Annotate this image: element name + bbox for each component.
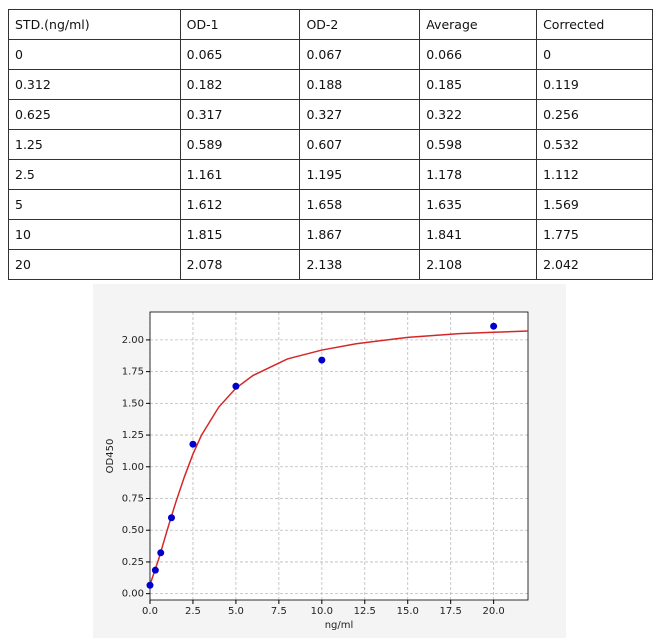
data-table: STD.(ng/ml) OD-1 OD-2 Average Corrected 0 0.06… — [8, 9, 653, 280]
x-tick-label: 7.5 — [271, 606, 287, 617]
table-cell: 2.108 — [419, 249, 538, 280]
x-tick-label: 0.0 — [142, 606, 158, 617]
table-cell: 2.078 — [179, 249, 301, 280]
table-cell: 1.775 — [536, 219, 653, 250]
data-point — [146, 581, 154, 589]
x-tick-label: 15.0 — [397, 606, 419, 617]
y-tick-label: 1.25 — [122, 430, 144, 441]
table-cell: 1.25 — [8, 129, 181, 160]
table-row: 5 1.612 1.658 1.635 1.569 — [8, 189, 653, 220]
y-tick-label: 2.00 — [122, 335, 144, 346]
table-cell: 0.322 — [419, 99, 538, 130]
table-cell: 0.589 — [179, 129, 301, 160]
table-cell: OD-1 — [179, 9, 301, 40]
table-cell: 1.195 — [299, 159, 421, 190]
table-cell: 1.178 — [419, 159, 538, 190]
data-point — [151, 566, 159, 574]
y-tick-label: 0.50 — [122, 525, 144, 536]
table-row: 10 1.815 1.867 1.841 1.775 — [8, 219, 653, 250]
table-row: 20 2.078 2.138 2.108 2.042 — [8, 249, 653, 280]
table-cell: 10 — [8, 219, 181, 250]
plot-area — [150, 312, 528, 600]
x-tick-label: 10.0 — [311, 606, 333, 617]
table-row: 0 0.065 0.067 0.066 0 — [8, 39, 653, 70]
plot-frame — [149, 311, 529, 601]
y-tick-label: 0.25 — [122, 557, 144, 568]
table-cell: 1.569 — [536, 189, 653, 220]
table-cell: 1.635 — [419, 189, 538, 220]
table-cell: 0.607 — [299, 129, 421, 160]
data-point — [189, 440, 197, 448]
x-tick-label: 20.0 — [483, 606, 505, 617]
table-cell: 2.042 — [536, 249, 653, 280]
x-axis-label: ng/ml — [325, 620, 354, 631]
table-cell: 0.598 — [419, 129, 538, 160]
table-cell: 1.658 — [299, 189, 421, 220]
table-cell: 1.815 — [179, 219, 301, 250]
table-cell: 1.612 — [179, 189, 301, 220]
y-tick-label: 0.00 — [122, 589, 144, 600]
data-point — [318, 356, 326, 364]
table-cell: 0.185 — [419, 69, 538, 100]
x-tick-label: 2.5 — [185, 606, 201, 617]
x-tick-label: 12.5 — [354, 606, 376, 617]
table-header-row: STD.(ng/ml) OD-1 OD-2 Average Corrected — [8, 9, 653, 40]
table-cell: 1.867 — [299, 219, 421, 250]
table-cell: 0.317 — [179, 99, 301, 130]
y-tick-label: 1.00 — [122, 462, 144, 473]
table-cell: 20 — [8, 249, 181, 280]
x-tick-label: 5.0 — [228, 606, 244, 617]
table-cell: STD.(ng/ml) — [8, 9, 181, 40]
x-tick-label: 17.5 — [440, 606, 462, 617]
table-row: 0.312 0.182 0.188 0.185 0.119 — [8, 69, 653, 100]
y-tick-label: 1.75 — [122, 367, 144, 378]
data-point — [157, 549, 165, 557]
table-cell: Average — [419, 9, 538, 40]
table-row: 0.625 0.317 0.327 0.322 0.256 — [8, 99, 653, 130]
table-cell: Corrected — [536, 9, 653, 40]
data-point — [232, 382, 240, 390]
y-axis-label: OD450 — [105, 439, 116, 474]
table-row: 1.25 0.589 0.607 0.598 0.532 — [8, 129, 653, 160]
table-cell: 2.138 — [299, 249, 421, 280]
table-cell: 0.065 — [179, 39, 301, 70]
data-point — [167, 514, 175, 522]
table-cell: 0.067 — [299, 39, 421, 70]
y-tick-label: 0.75 — [122, 494, 144, 505]
table-cell: 1.112 — [536, 159, 653, 190]
table-cell: 0.312 — [8, 69, 181, 100]
table-row: 2.5 1.161 1.195 1.178 1.112 — [8, 159, 653, 190]
y-tick-label: 1.50 — [122, 398, 144, 409]
data-point — [490, 322, 498, 330]
